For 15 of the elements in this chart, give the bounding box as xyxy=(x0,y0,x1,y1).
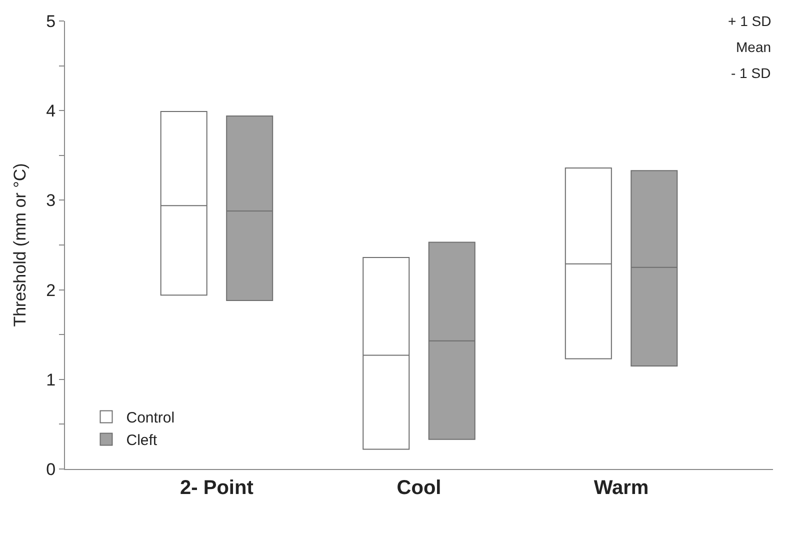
y-tick-label: 2 xyxy=(46,280,56,300)
annotation: + 1 SD xyxy=(728,13,772,29)
x-tick-label: Cool xyxy=(396,477,442,499)
y-tick-label: 4 xyxy=(46,102,56,121)
annotation: - 1 SD xyxy=(731,65,771,81)
y-axis-title: Threshold (mm or °C) xyxy=(10,163,30,327)
legend-label: Control xyxy=(126,410,175,427)
y-tick-label: 1 xyxy=(46,370,56,390)
x-tick-label: 2- Point xyxy=(180,477,254,499)
legend-label: Cleft xyxy=(126,432,158,450)
y-tick-label: 0 xyxy=(46,460,56,479)
x-tick-label: Warm xyxy=(594,477,649,499)
y-tick-label: 3 xyxy=(46,191,56,210)
annotation: Mean xyxy=(736,39,772,55)
y-tick-label: 5 xyxy=(46,12,56,31)
